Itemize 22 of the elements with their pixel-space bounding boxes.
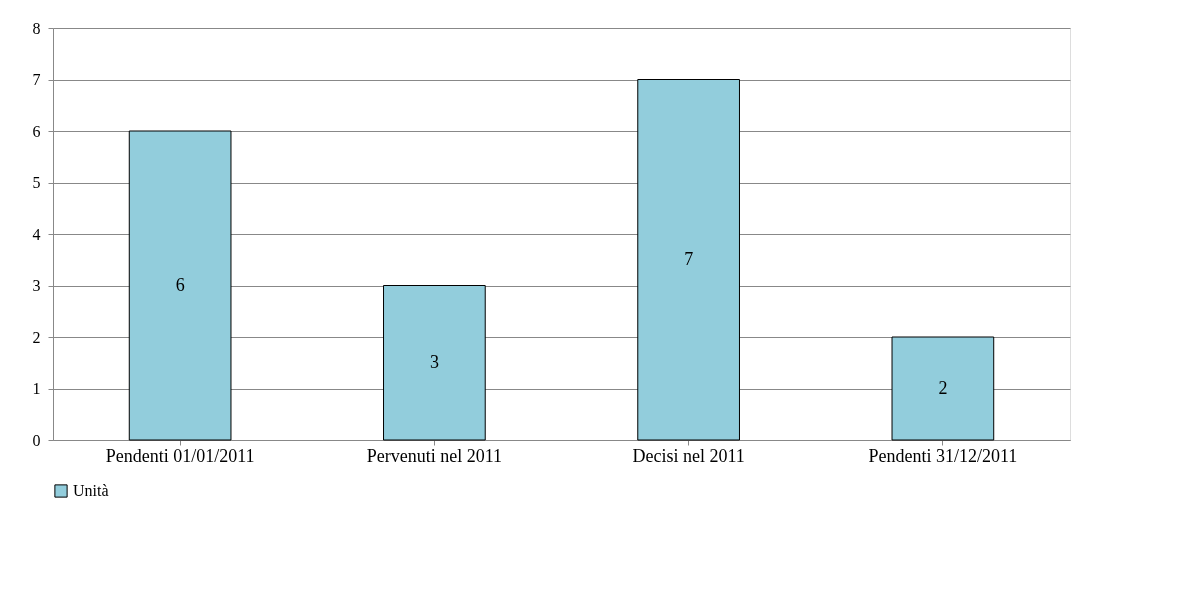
y-tick-label: 2 <box>32 328 41 346</box>
y-tick-label: 5 <box>32 174 41 191</box>
y-tick-label: 3 <box>32 277 41 294</box>
bar <box>128 130 232 441</box>
bar <box>383 285 486 441</box>
data-label: 6 <box>175 274 185 295</box>
x-tick-label: Pendenti 01/01/2011 <box>105 445 255 466</box>
bar <box>891 336 995 441</box>
y-tick-label: 0 <box>32 431 41 449</box>
data-label: 3 <box>429 351 439 372</box>
y-tick-label: 6 <box>32 122 41 140</box>
x-tick-label: Pervenuti nel 2011 <box>366 445 503 466</box>
y-tick-label: 1 <box>32 380 41 397</box>
bar <box>637 79 740 441</box>
data-label: 2 <box>938 377 948 398</box>
legend-label: Unità <box>73 482 109 499</box>
data-label: 7 <box>684 248 694 269</box>
y-tick-label: 4 <box>32 225 41 243</box>
y-tick-label: 8 <box>32 19 41 37</box>
x-tick-label: Pendenti 31/12/2011 <box>868 445 1018 466</box>
y-tick-label: 7 <box>32 71 41 88</box>
x-tick-label: Decisi nel 2011 <box>632 445 745 466</box>
